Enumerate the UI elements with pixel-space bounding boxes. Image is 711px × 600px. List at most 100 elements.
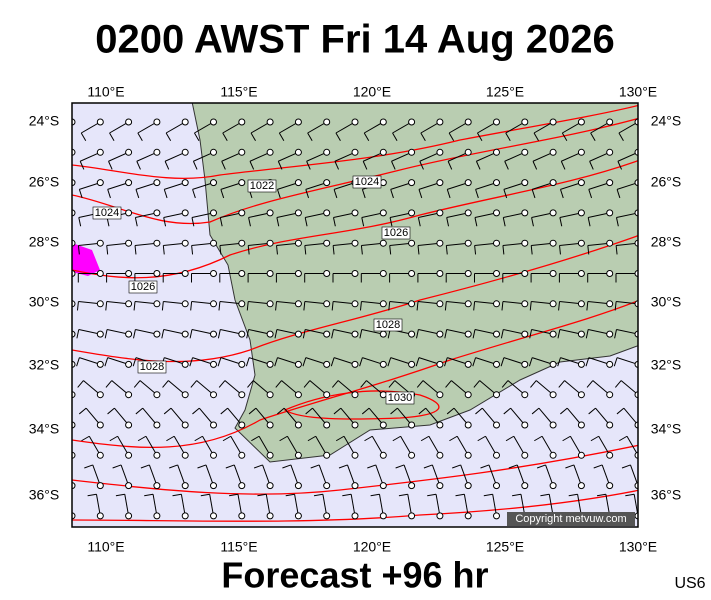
station bbox=[153, 270, 161, 277]
barb-shaft bbox=[220, 329, 242, 335]
barb-feather bbox=[251, 435, 260, 442]
barb-feather bbox=[275, 301, 278, 311]
barb-feather bbox=[392, 435, 401, 442]
station bbox=[323, 270, 331, 277]
station bbox=[379, 148, 387, 156]
barb-shaft bbox=[334, 151, 356, 162]
barb-shaft bbox=[363, 121, 384, 134]
barb-feather bbox=[257, 493, 267, 497]
barb-feather bbox=[500, 357, 505, 367]
station bbox=[577, 300, 585, 308]
barb-feather bbox=[172, 493, 182, 497]
barb-feather bbox=[136, 161, 141, 170]
barb-shaft bbox=[479, 380, 497, 396]
barb-shaft bbox=[163, 301, 186, 305]
barb-feather bbox=[477, 132, 483, 142]
barb-shaft bbox=[281, 380, 299, 396]
station bbox=[153, 209, 161, 217]
barb-feather bbox=[221, 161, 226, 170]
barb-shaft bbox=[286, 435, 299, 456]
barb-feather bbox=[588, 189, 593, 199]
barb-feather bbox=[247, 245, 250, 255]
barb-feather bbox=[540, 493, 550, 497]
barb-shaft bbox=[202, 435, 214, 456]
barb-feather bbox=[76, 329, 80, 339]
barb-shaft bbox=[418, 212, 441, 218]
barb-shaft bbox=[145, 435, 158, 456]
barb-shaft bbox=[294, 494, 299, 516]
barb-shaft bbox=[531, 242, 554, 246]
barb-shaft bbox=[390, 357, 412, 365]
barb-shaft bbox=[560, 182, 582, 190]
lat-label: 24°S bbox=[651, 113, 682, 129]
barb-shaft bbox=[135, 329, 158, 335]
barb-feather bbox=[330, 357, 335, 367]
lat-label: 30°S bbox=[29, 294, 60, 310]
station bbox=[153, 300, 161, 308]
barb-shaft bbox=[163, 329, 186, 335]
station bbox=[493, 360, 500, 368]
barb-shaft bbox=[276, 242, 299, 246]
barb-shaft bbox=[502, 301, 525, 305]
barb-feather bbox=[53, 133, 58, 141]
barb-shaft bbox=[343, 435, 356, 456]
barb-shaft bbox=[532, 357, 554, 365]
station bbox=[351, 360, 359, 368]
station bbox=[379, 118, 387, 126]
station bbox=[210, 360, 217, 368]
lat-label: 32°S bbox=[29, 357, 60, 373]
station bbox=[521, 239, 529, 247]
barb-shaft bbox=[106, 329, 129, 335]
barb-shaft bbox=[191, 329, 214, 335]
barb-feather bbox=[53, 436, 61, 441]
barb-feather bbox=[217, 329, 221, 339]
barb-shaft bbox=[531, 329, 554, 335]
barb-shaft bbox=[142, 407, 158, 426]
barb-shaft bbox=[417, 301, 440, 305]
barb-shaft bbox=[164, 182, 186, 190]
station bbox=[493, 239, 500, 247]
station bbox=[549, 209, 557, 217]
station bbox=[125, 451, 133, 459]
station bbox=[153, 451, 161, 459]
barb-shaft bbox=[80, 121, 101, 134]
barb-feather bbox=[503, 407, 511, 415]
barb-feather bbox=[137, 132, 143, 142]
barb-feather bbox=[105, 301, 108, 311]
barb-shaft bbox=[233, 464, 243, 486]
station bbox=[493, 209, 500, 217]
lat-label: 26°S bbox=[29, 174, 60, 190]
barb-shaft bbox=[368, 407, 384, 426]
station bbox=[379, 330, 387, 338]
barb-feather bbox=[218, 301, 221, 311]
isobar-label-box bbox=[92, 206, 122, 220]
barb-shaft bbox=[545, 464, 554, 486]
barb-feather bbox=[455, 493, 465, 497]
barb-feather bbox=[109, 132, 115, 142]
barb-feather bbox=[84, 464, 93, 469]
barb-feather bbox=[585, 357, 590, 367]
station bbox=[153, 391, 161, 399]
station bbox=[125, 239, 133, 247]
isobar-label: 1024 bbox=[355, 176, 379, 188]
station bbox=[606, 118, 614, 126]
barb-feather bbox=[419, 161, 424, 170]
barb-shaft bbox=[106, 242, 129, 246]
barb-feather bbox=[333, 189, 338, 199]
barb-feather bbox=[132, 357, 137, 367]
station bbox=[606, 300, 614, 308]
station bbox=[181, 118, 189, 126]
barb-feather bbox=[534, 435, 543, 442]
barb-feather bbox=[108, 161, 113, 170]
barb-feather bbox=[418, 407, 427, 415]
barb-feather bbox=[370, 493, 380, 497]
barb-feather bbox=[395, 464, 405, 469]
station bbox=[379, 482, 387, 490]
barb-feather bbox=[225, 464, 235, 469]
station bbox=[436, 148, 444, 156]
station bbox=[351, 209, 359, 217]
barb-shaft bbox=[79, 182, 101, 190]
station bbox=[549, 118, 557, 126]
barb-shaft bbox=[265, 494, 271, 516]
